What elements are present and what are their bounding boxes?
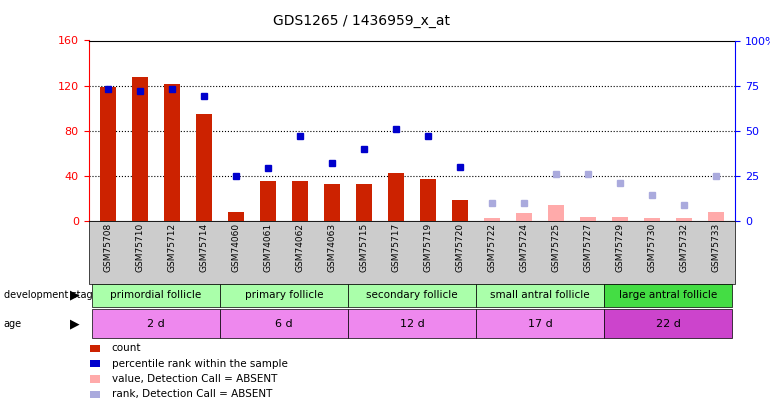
Bar [420,179,436,221]
Bar [708,212,724,221]
Text: GDS1265 / 1436959_x_at: GDS1265 / 1436959_x_at [273,14,450,28]
Bar [580,217,596,221]
Text: GSM75722: GSM75722 [487,223,497,272]
Bar [612,217,628,221]
Text: GSM75729: GSM75729 [615,223,624,272]
Text: GSM75725: GSM75725 [551,223,561,272]
Bar [484,218,500,221]
Bar [452,200,468,221]
Text: GSM75732: GSM75732 [680,223,688,272]
Bar [516,213,532,221]
Text: GSM75712: GSM75712 [167,223,176,272]
Bar [228,212,244,221]
Text: percentile rank within the sample: percentile rank within the sample [112,359,287,369]
Bar [388,173,404,221]
Text: 6 d: 6 d [275,319,293,328]
Text: GSM74063: GSM74063 [327,223,336,272]
Text: secondary follicle: secondary follicle [367,290,457,300]
Bar [548,205,564,221]
Bar [292,181,308,221]
Text: GSM74060: GSM74060 [231,223,240,272]
Bar [164,84,180,221]
Text: GSM75720: GSM75720 [456,223,464,272]
Text: 12 d: 12 d [400,319,424,328]
Text: primordial follicle: primordial follicle [110,290,202,300]
Text: ▶: ▶ [70,289,79,302]
Text: GSM75715: GSM75715 [360,223,368,272]
Text: 17 d: 17 d [527,319,552,328]
Text: large antral follicle: large antral follicle [619,290,717,300]
Text: GSM75717: GSM75717 [391,223,400,272]
Text: GSM74062: GSM74062 [296,223,304,272]
Text: 22 d: 22 d [656,319,681,328]
Bar [644,218,660,221]
Bar [259,181,276,221]
Text: GSM75730: GSM75730 [648,223,657,272]
Bar [676,218,692,221]
Text: count: count [112,343,141,353]
Text: GSM74061: GSM74061 [263,223,273,272]
Text: development stage: development stage [4,290,99,300]
Text: GSM75719: GSM75719 [424,223,433,272]
Bar [196,114,212,221]
Text: small antral follicle: small antral follicle [490,290,590,300]
Text: GSM75727: GSM75727 [584,223,593,272]
Bar [132,77,148,221]
Text: value, Detection Call = ABSENT: value, Detection Call = ABSENT [112,374,277,384]
Text: age: age [4,319,22,328]
Text: GSM75724: GSM75724 [520,223,528,272]
Text: GSM75733: GSM75733 [711,223,721,272]
Text: ▶: ▶ [70,317,79,330]
Bar [100,87,116,221]
Text: rank, Detection Call = ABSENT: rank, Detection Call = ABSENT [112,390,272,399]
Bar [324,183,340,221]
Text: 2 d: 2 d [147,319,165,328]
Text: GSM75710: GSM75710 [136,223,144,272]
Text: GSM75714: GSM75714 [199,223,209,272]
Text: GSM75708: GSM75708 [103,223,112,272]
Text: primary follicle: primary follicle [245,290,323,300]
Bar [356,183,372,221]
